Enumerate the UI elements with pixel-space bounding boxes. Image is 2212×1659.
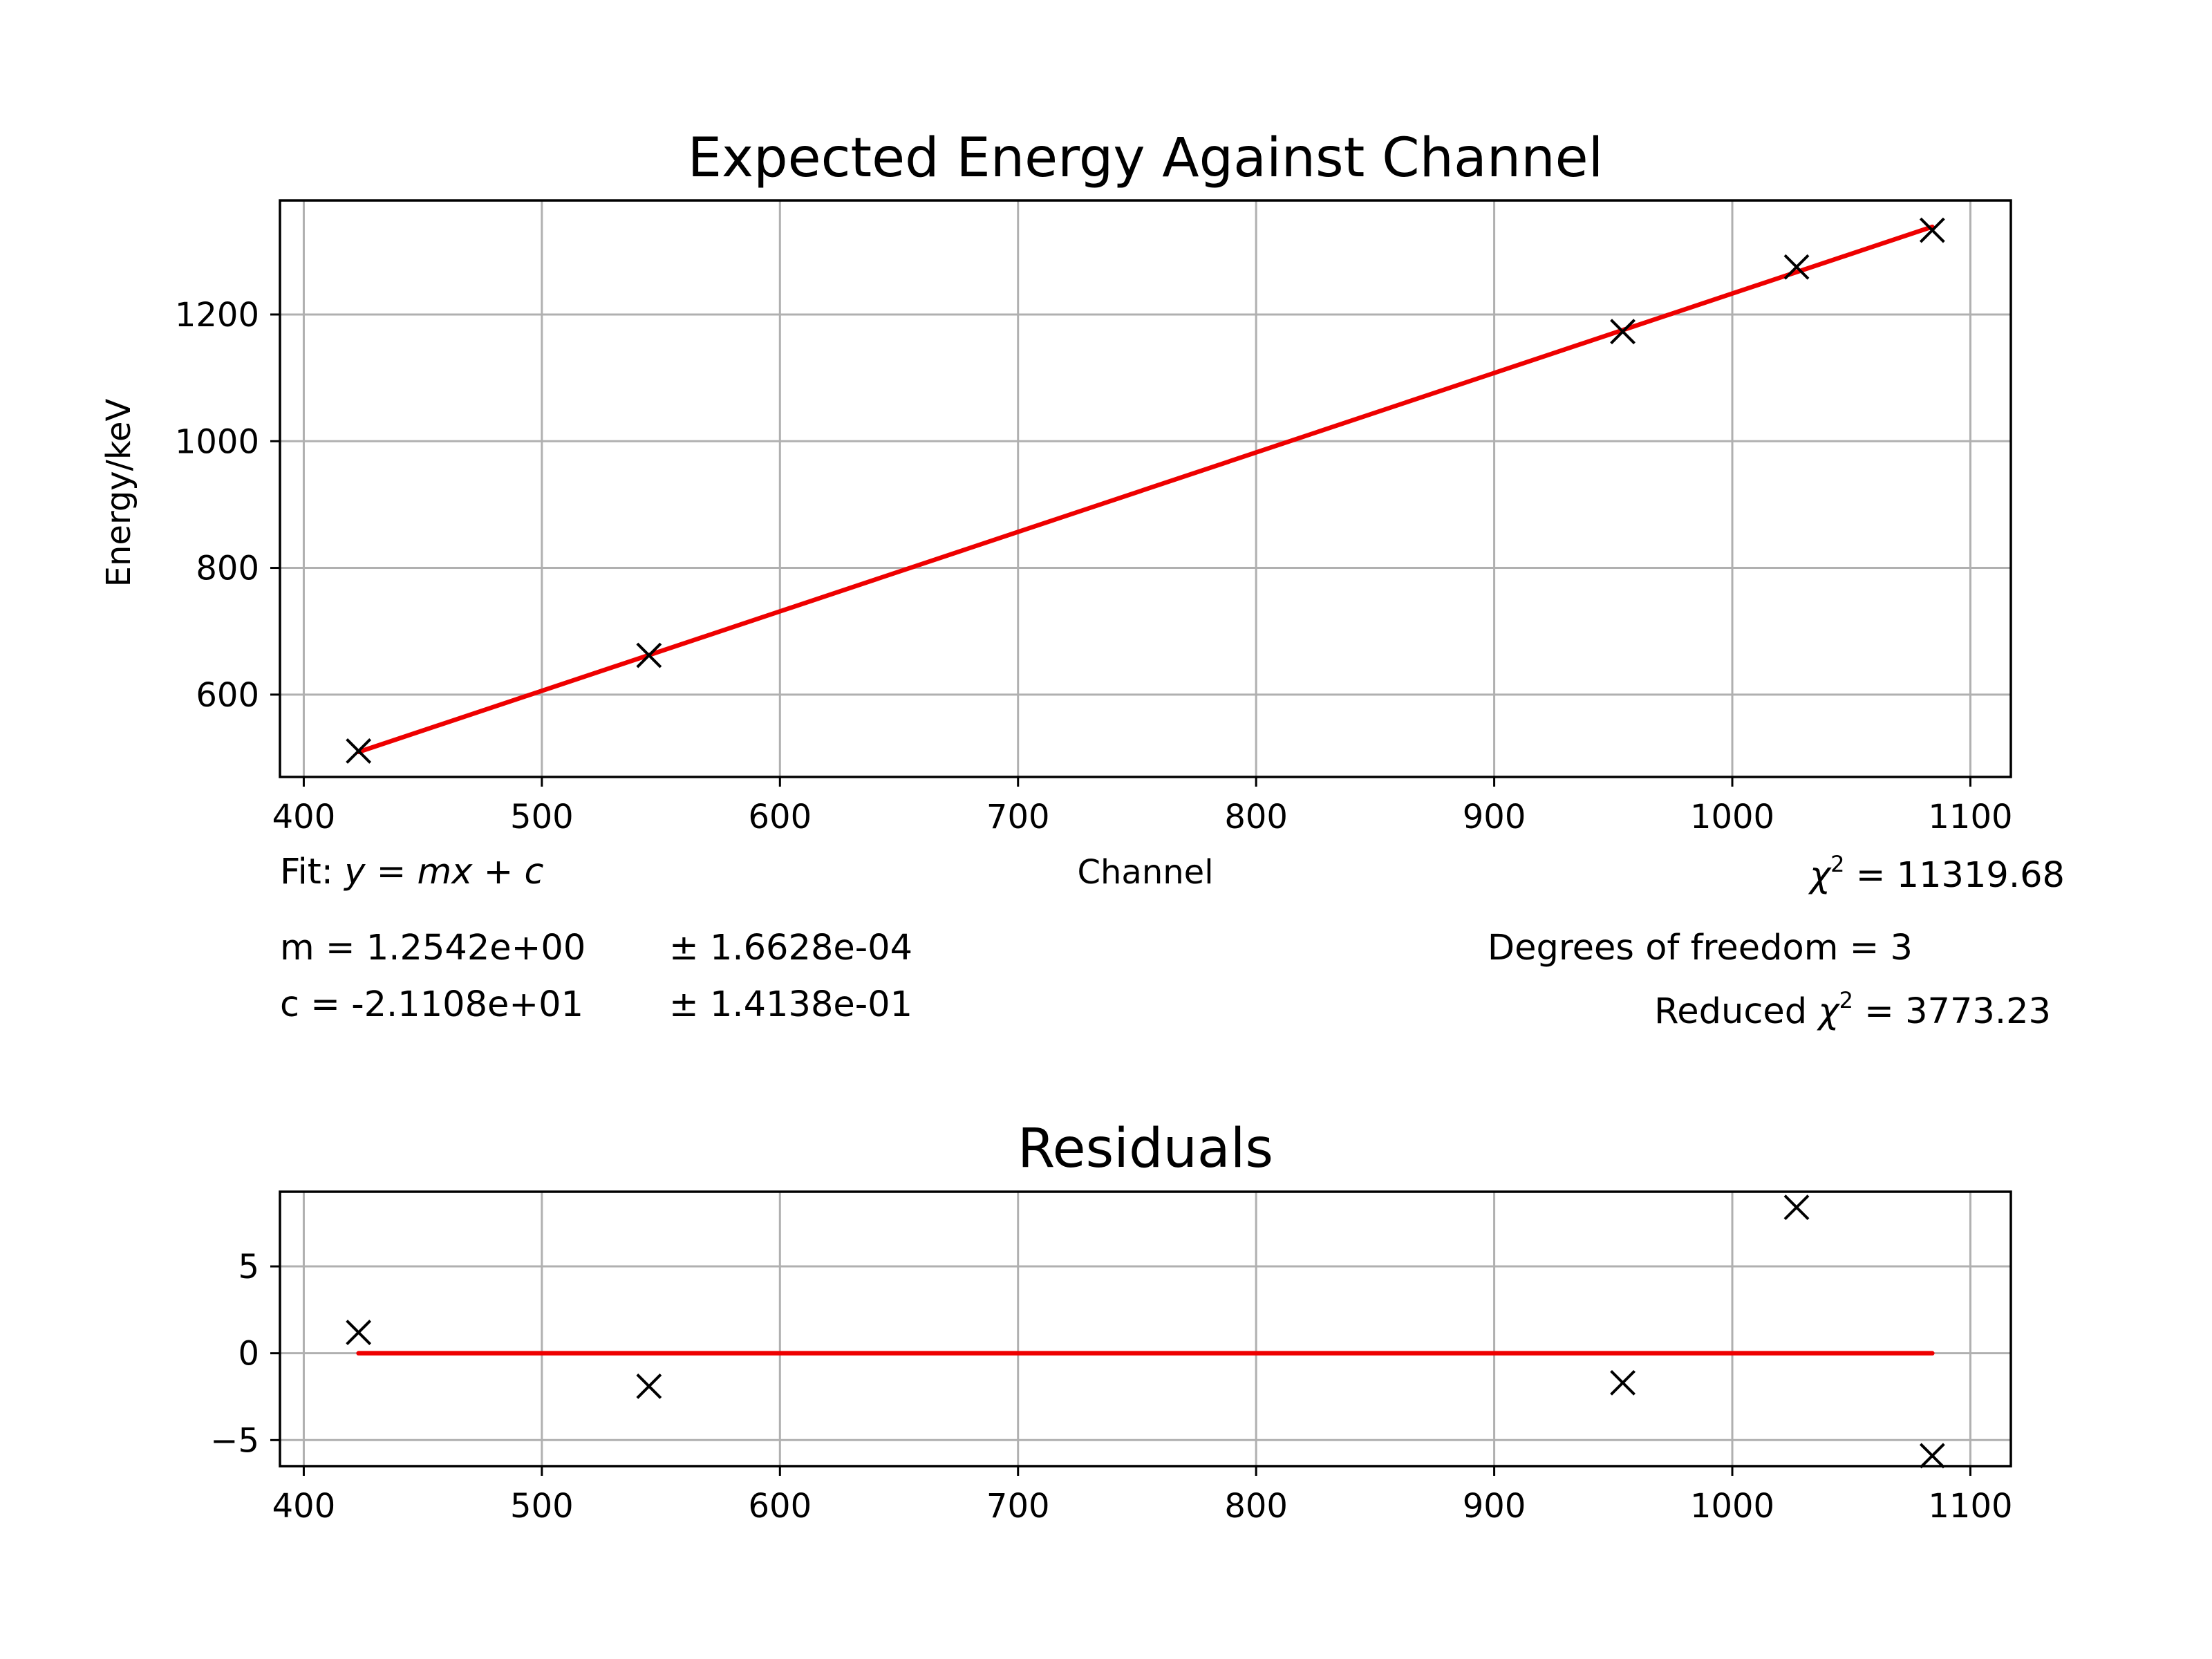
main-data-point-stroke: [1610, 319, 1635, 345]
main-x-tick-label: 700: [986, 798, 1050, 836]
main-gridlines: [280, 200, 2011, 777]
residual-data-point-stroke: [346, 1320, 372, 1345]
residual-data-point-stroke: [1919, 1443, 1945, 1469]
main-data-point-stroke: [636, 642, 662, 668]
residuals-x-tick-label: 800: [1224, 1487, 1288, 1526]
fit-equation: y = mx + c: [343, 852, 543, 892]
residuals-x-tick-label: 500: [510, 1487, 574, 1526]
residual-data-point: [1610, 1369, 1635, 1396]
slope-error-text: ± 1.6628e-04: [669, 928, 912, 968]
fit-line: [356, 224, 1935, 755]
residual-data-point: [1919, 1443, 1945, 1469]
main-axis-ticks: 400 500 600 700 800 900 1000 1100 600 800 1000 1200: [175, 296, 2013, 836]
main-data-point-stroke: [346, 738, 372, 764]
residuals-x-tick-label: 700: [986, 1487, 1050, 1526]
main-x-axis-label: Channel: [1077, 853, 1213, 892]
residuals-data-points: [346, 1194, 1945, 1469]
main-y-tick-label: 1200: [175, 296, 259, 335]
main-x-tick-label: 400: [272, 798, 336, 836]
reduced-chi-squared-text: Reduced χ2 = 3773.23: [1654, 987, 2051, 1032]
main-x-tick-label: 900: [1463, 798, 1526, 836]
residuals-x-tick-label: 600: [748, 1487, 812, 1526]
main-x-tick-label: 1000: [1690, 798, 1774, 836]
reduced-chi-squared-value: = 3773.23: [1853, 991, 2051, 1032]
residuals-plot-frame: [279, 1190, 2012, 1468]
main-chart: Expected Energy Against Channel 400 500 60…: [100, 127, 2013, 892]
residuals-x-tick-label: 400: [272, 1487, 336, 1526]
main-x-tick-label: 800: [1224, 798, 1288, 836]
fit-line-group: [356, 224, 1935, 755]
residual-data-point-stroke: [1783, 1194, 1810, 1221]
main-chart-title: Expected Energy Against Channel: [688, 127, 1604, 189]
degrees-of-freedom-text: Degrees of freedom = 3: [1488, 928, 1913, 968]
main-x-tick-label: 600: [748, 798, 812, 836]
main-data-point: [1919, 217, 1945, 243]
residual-data-point: [346, 1320, 372, 1345]
intercept-value-text: c = -2.1108e+01: [280, 984, 583, 1025]
residuals-y-tick-label: 5: [238, 1248, 259, 1286]
main-y-tick-label: 600: [196, 676, 259, 715]
slope-value-text: m = 1.2542e+00: [280, 928, 585, 968]
main-data-point: [636, 642, 662, 668]
main-x-tick-label: 500: [510, 798, 574, 836]
main-y-tick-label: 800: [196, 550, 259, 588]
residuals-y-tick-label: 0: [238, 1335, 259, 1374]
main-y-axis-label: Energy/keV: [100, 399, 138, 588]
residuals-chart: Residuals 400 500 600 700 800 900 1000 1100 5 0 −5: [210, 1118, 2012, 1526]
main-data-points: [346, 217, 1945, 764]
chi-squared-value: = 11319.68: [1844, 855, 2065, 896]
residuals-x-tick-label: 1100: [1928, 1487, 2012, 1526]
residuals-y-tick-label: −5: [210, 1421, 259, 1460]
residuals-gridlines: [280, 1192, 2011, 1466]
main-data-point-stroke: [1783, 254, 1810, 280]
fit-equation-text: Fit: y = mx + c: [280, 852, 544, 892]
main-data-point: [1610, 319, 1635, 345]
residuals-chart-title: Residuals: [1018, 1118, 1273, 1180]
chi-squared-text: χ2 = 11319.68: [1808, 851, 2065, 896]
main-data-point-stroke: [1919, 217, 1945, 243]
residual-data-point: [636, 1374, 662, 1399]
residual-data-point: [1783, 1194, 1810, 1221]
reduced-prefix: Reduced: [1654, 991, 1818, 1032]
main-data-point: [1783, 254, 1810, 280]
residuals-x-tick-label: 1000: [1690, 1487, 1774, 1526]
main-x-tick-label: 1100: [1928, 798, 2012, 836]
residual-data-point-stroke: [636, 1374, 662, 1399]
residuals-axis-ticks: 400 500 600 700 800 900 1000 1100 5 0 −5: [210, 1248, 2012, 1526]
fit-label: Fit:: [280, 852, 344, 892]
fit-annotations: Fit: y = mx + c m = 1.2542e+00 ± 1.6628e…: [280, 851, 2065, 1032]
main-data-point: [346, 738, 372, 764]
main-y-tick-label: 1000: [175, 422, 259, 461]
residual-data-point-stroke: [1610, 1369, 1635, 1396]
main-plot-frame: [279, 199, 2012, 778]
residuals-x-tick-label: 900: [1463, 1487, 1526, 1526]
intercept-error-text: ± 1.4138e-01: [669, 984, 912, 1025]
